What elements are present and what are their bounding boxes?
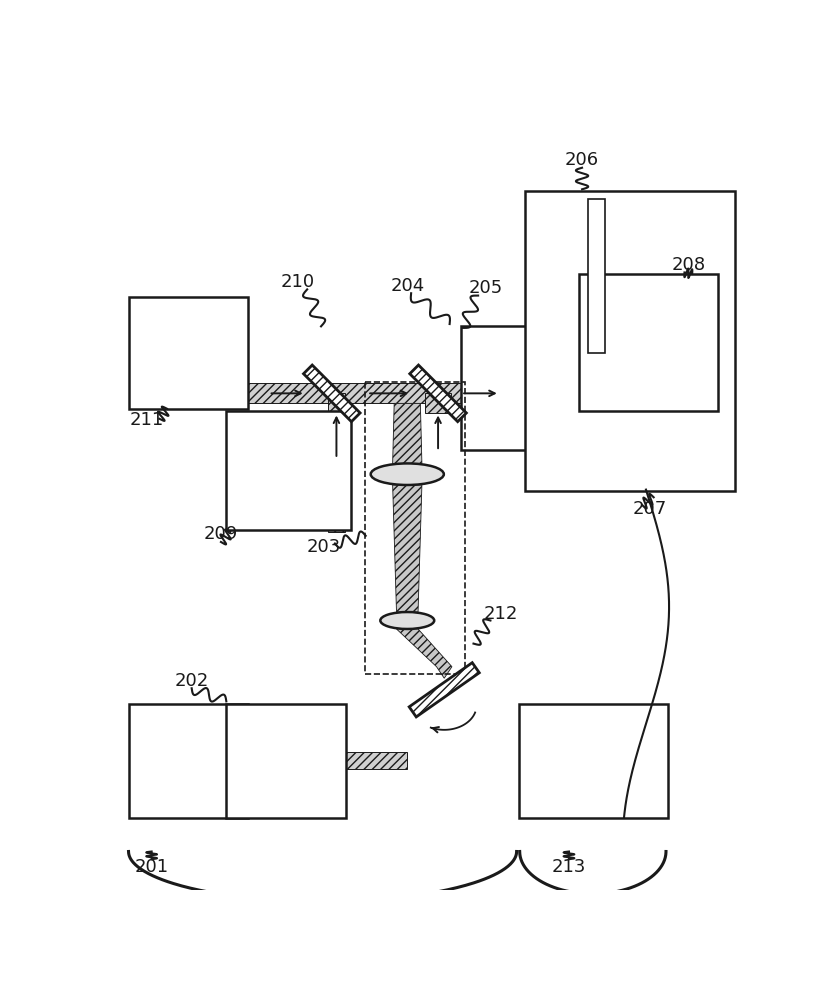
Polygon shape [393,485,422,612]
Text: 212: 212 [484,605,519,623]
Bar [331,383,438,403]
Bar [248,383,331,403]
Bar [328,393,345,532]
Text: 202: 202 [175,672,209,690]
Ellipse shape [371,463,444,485]
Text: 203: 203 [307,538,341,556]
Text: 206: 206 [565,151,599,169]
Polygon shape [409,663,479,717]
Text: 207: 207 [633,500,667,518]
Bar [461,326,530,450]
Polygon shape [393,403,422,463]
Bar [588,199,605,353]
Polygon shape [397,629,452,678]
Text: 210: 210 [281,273,315,291]
Bar [425,393,451,413]
Bar [227,704,346,818]
Bar [525,191,734,491]
Text: 204: 204 [390,277,425,295]
Polygon shape [304,365,360,422]
Bar [227,411,351,530]
Ellipse shape [380,612,435,629]
Text: 208: 208 [671,256,706,274]
Text: 213: 213 [552,858,586,876]
Text: 211: 211 [130,411,164,429]
Text: 201: 201 [134,858,169,876]
Text: 209: 209 [204,525,238,543]
Bar [579,274,717,411]
Bar [128,704,248,818]
Bar [527,383,589,403]
Bar [527,383,588,403]
Bar [346,752,407,769]
Bar [438,383,527,403]
Bar [519,704,668,818]
Bar [128,297,248,409]
Bar [527,383,588,403]
Polygon shape [409,365,466,422]
Text: 205: 205 [469,279,503,297]
Bar [365,382,465,674]
